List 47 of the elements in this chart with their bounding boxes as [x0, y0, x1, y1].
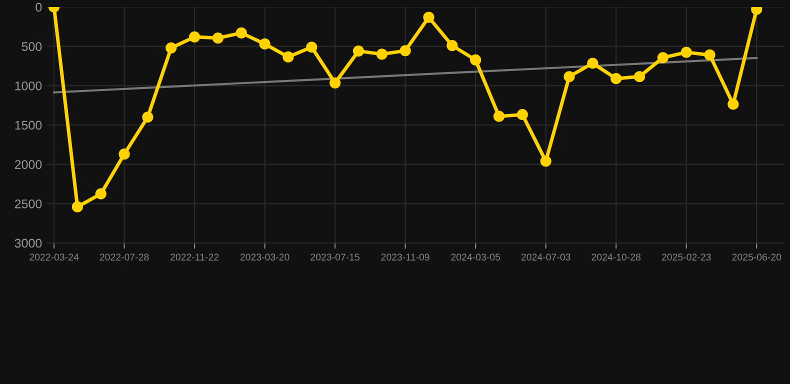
x-tick-label: 2025-02-23: [662, 254, 711, 261]
y-tick-label: 500: [22, 42, 42, 51]
x-tick-label: 2024-03-05: [451, 254, 500, 261]
x-tick-label: 2023-11-09: [381, 254, 430, 261]
y-tick-label: 1500: [15, 120, 42, 130]
x-tick-label: 2023-03-20: [240, 254, 290, 261]
point: [142, 112, 154, 123]
point: [400, 45, 411, 56]
point: [95, 188, 106, 200]
point: [540, 156, 552, 167]
x-tick-label: 2024-10-28: [592, 254, 641, 261]
y-tick-label: 2500: [14, 199, 42, 208]
point: [704, 49, 716, 61]
y-tick-label: 2000: [14, 160, 42, 169]
point: [493, 110, 505, 122]
point: [634, 71, 646, 82]
point: [376, 48, 388, 60]
point: [680, 46, 692, 58]
point: [446, 40, 458, 52]
point: [72, 201, 83, 212]
point: [564, 71, 575, 82]
point: [118, 148, 130, 160]
point: [352, 45, 364, 57]
x-tick-label: 2024-07-03: [521, 254, 570, 261]
x-tick-label: 2022-11-22: [170, 254, 219, 261]
x-tick-label: 2022-07-28: [100, 254, 149, 261]
point: [516, 109, 528, 120]
point: [166, 42, 177, 54]
x-tick-label: 2023-07-15: [310, 254, 360, 261]
y-tick-label: 0: [36, 2, 42, 12]
point: [259, 38, 270, 50]
point: [306, 42, 318, 53]
point: [282, 51, 294, 63]
y-tick-label: 3000: [14, 238, 42, 248]
point: [657, 52, 668, 64]
point: [423, 12, 434, 23]
x-tick-label: 2025-06-20: [732, 254, 782, 261]
point: [470, 54, 482, 66]
point: [212, 32, 224, 44]
point: [587, 58, 598, 69]
x-tick-label: 2022-03-24: [30, 254, 79, 261]
y-tick-label: 1000: [15, 81, 42, 90]
point: [236, 27, 247, 39]
point: [610, 73, 622, 84]
point: [188, 31, 200, 42]
point: [330, 77, 341, 88]
point: [728, 98, 739, 110]
